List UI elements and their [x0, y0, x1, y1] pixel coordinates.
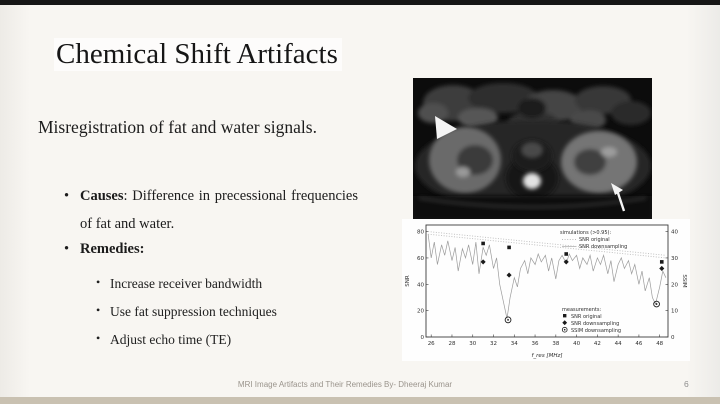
- right-edge-shading: [686, 0, 720, 404]
- left-kidney: [429, 127, 501, 193]
- sub-bullet-fat-suppression: Use fat suppression techniques: [96, 303, 277, 320]
- series-dotted: [428, 231, 666, 256]
- legend-top-entry: SNR original: [579, 237, 610, 243]
- chemical-shift-chart: 26 28 30 32 34 36 38 40 42 44 46 48 0 20 40 60 80 0 10 20 30…: [405, 224, 687, 359]
- legend-bottom-entry: SSIM downsampling: [571, 328, 621, 334]
- x-tick-label: 30: [469, 341, 476, 347]
- legend-bottom-entry: SNR original: [571, 314, 602, 320]
- body-paragraph: Misregistration of fat and water signals…: [38, 117, 317, 137]
- x-tick-label: 40: [573, 341, 580, 347]
- spine-region: [506, 140, 558, 200]
- slide-footer: MRI Image Artifacts and Their Remedies B…: [237, 380, 453, 389]
- legend-top-header: simulations (>0.95):: [560, 230, 611, 236]
- square-marker: [659, 260, 664, 264]
- x-tick-label: 44: [615, 341, 622, 347]
- y-left-tick-label: 80: [417, 230, 424, 236]
- legend-circle-center: [563, 328, 566, 331]
- page-number: 6: [684, 379, 689, 389]
- sub-bullet-bandwidth: Increase receiver bandwidth: [96, 275, 262, 292]
- series-dotted: [428, 233, 666, 259]
- x-tick-label: 42: [594, 341, 601, 347]
- bottom-beige-bar: [0, 397, 720, 404]
- square-marker: [481, 241, 485, 246]
- diamond-marker: [659, 265, 665, 272]
- legend-bottom-entry: SNR downsampling: [571, 321, 619, 327]
- open-circle-marker: [504, 316, 512, 324]
- sub-bullet-echo-time: Adjust echo time (TE): [96, 331, 231, 348]
- snr-chart-figure: 26 28 30 32 34 36 38 40 42 44 46 48 0 20 40 60 80 0 10 20 30…: [402, 219, 690, 361]
- legend-circle-marker: [561, 326, 568, 333]
- top-black-bar: [0, 0, 720, 5]
- bullet-remedies: Remedies:: [64, 241, 144, 258]
- legend-bottom-header: measurements:: [562, 307, 601, 313]
- legend-square-marker: [563, 314, 567, 318]
- x-axis-label: f_res [MHz]: [531, 353, 562, 359]
- slide-title: Chemical Shift Artifacts: [54, 38, 342, 71]
- y-left-tick-label: 0: [421, 335, 425, 341]
- y-right-tick-label: 10: [671, 309, 678, 315]
- chart-frame: [425, 224, 669, 338]
- x-tick-label: 28: [448, 341, 455, 347]
- x-tick-label: 48: [656, 341, 663, 347]
- y-right-tick-label: 40: [671, 230, 678, 236]
- arrow-marker-icon: [611, 183, 626, 212]
- diamond-marker: [480, 259, 486, 265]
- bullet-causes: Causes: Difference in precessional frequ…: [64, 183, 358, 238]
- x-tick-label: 46: [635, 341, 642, 347]
- mri-axial-graphic: [413, 78, 652, 219]
- square-marker: [564, 252, 569, 256]
- y-right-tick-label: 0: [671, 335, 675, 341]
- open-circle-marker: [653, 300, 660, 308]
- x-tick-label: 34: [511, 341, 518, 347]
- arrowhead-marker-icon: [435, 116, 457, 139]
- legend-diamond-marker: [562, 320, 568, 326]
- series-noisy-gray: [427, 234, 667, 319]
- y-left-tick-label: 20: [417, 309, 424, 315]
- bullet-causes-label: Causes: [80, 188, 124, 204]
- mri-axial-image: [413, 78, 652, 219]
- y-right-axis-label: SSIM: [681, 274, 687, 288]
- y-left-tick-label: 60: [417, 256, 424, 262]
- x-tick-label: 32: [490, 341, 497, 347]
- bullet-causes-text: : Difference in precessional frequencies…: [80, 188, 358, 232]
- right-kidney: [561, 131, 637, 193]
- bullet-remedies-label: Remedies: [80, 241, 140, 257]
- y-left-tick-label: 40: [417, 282, 424, 288]
- diamond-marker: [563, 259, 569, 265]
- diamond-marker: [506, 272, 512, 278]
- square-marker: [507, 245, 511, 250]
- y-right-tick-label: 30: [671, 256, 678, 262]
- bullet-remedies-colon: :: [139, 241, 145, 257]
- x-tick-label: 36: [532, 341, 539, 347]
- y-right-tick-label: 20: [671, 282, 678, 288]
- left-edge-shading: [0, 0, 30, 404]
- open-circle-center: [507, 318, 509, 321]
- y-left-axis-label: SNR: [405, 275, 411, 287]
- x-tick-label: 38: [552, 341, 559, 347]
- x-tick-label: 26: [428, 341, 435, 347]
- open-circle-center: [655, 303, 658, 305]
- legend-top-entry: SNR downsampling: [579, 244, 627, 250]
